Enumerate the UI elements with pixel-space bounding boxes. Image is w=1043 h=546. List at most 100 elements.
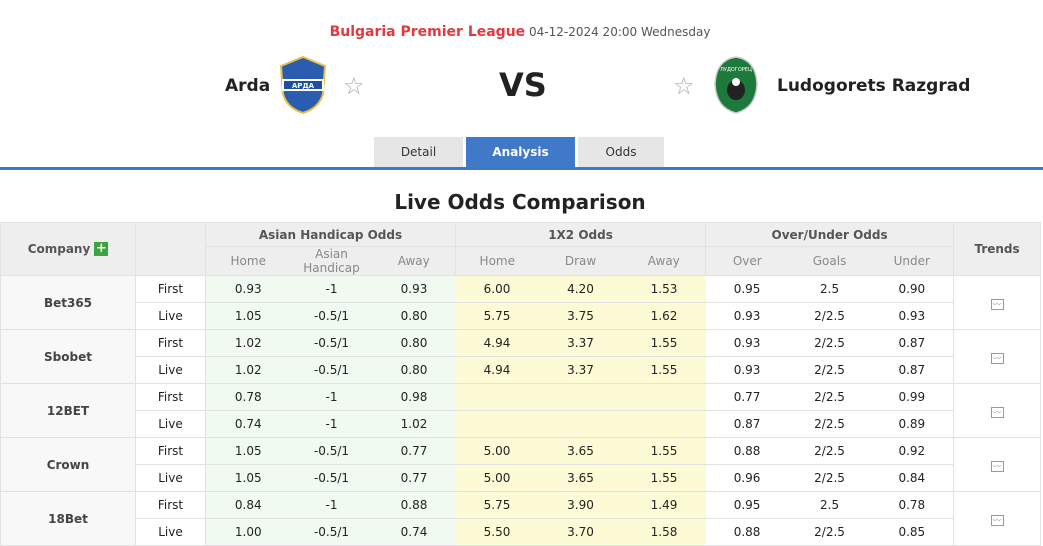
odds-cell: 3.65 bbox=[538, 437, 623, 465]
home-favorite-star-icon[interactable]: ☆ bbox=[343, 72, 365, 100]
odds-cell: 4.94 bbox=[455, 356, 539, 384]
section-title: Live Odds Comparison bbox=[394, 190, 646, 214]
odds-cell: 0.93 bbox=[705, 356, 789, 384]
trend-chart-icon[interactable]: 〰 bbox=[990, 406, 1004, 418]
odds-cell: 5.00 bbox=[455, 437, 539, 465]
match-info: Bulgaria Premier League 04-12-2024 20:00… bbox=[0, 24, 1040, 40]
odds-cell: 3.37 bbox=[538, 356, 623, 384]
svg-text:АРДА: АРДА bbox=[292, 82, 315, 90]
odds-cell: 0.78 bbox=[205, 383, 291, 411]
odds-type: First bbox=[135, 437, 206, 465]
odds-cell bbox=[538, 383, 623, 411]
subheader-away: Away bbox=[372, 246, 457, 276]
odds-cell: 3.37 bbox=[538, 329, 623, 357]
odds-cell: 0.80 bbox=[372, 302, 456, 330]
odds-cell bbox=[538, 410, 623, 438]
x12-header: 1X2 Odds bbox=[455, 222, 707, 247]
subheader-asian-handicap: Asian Handicap bbox=[290, 246, 373, 276]
tab-detail[interactable]: Detail bbox=[374, 137, 463, 167]
away-team-logo: ЛУДОГОРЕЦ bbox=[714, 56, 758, 114]
odds-cell: 1.05 bbox=[205, 464, 291, 492]
odds-cell: 0.74 bbox=[205, 410, 291, 438]
ah-header: Asian Handicap Odds bbox=[204, 222, 457, 247]
odds-type: Live bbox=[135, 302, 206, 330]
odds-cell: 0.85 bbox=[870, 518, 954, 546]
odds-type: First bbox=[135, 383, 206, 411]
company-name[interactable]: 18Bet bbox=[0, 491, 136, 546]
odds-cell: 0.93 bbox=[870, 302, 954, 330]
odds-cell: 1.55 bbox=[622, 356, 706, 384]
svg-text:ЛУДОГОРЕЦ: ЛУДОГОРЕЦ bbox=[720, 67, 752, 73]
match-datetime: 04-12-2024 20:00 Wednesday bbox=[529, 25, 711, 39]
subheader-goals: Goals bbox=[788, 246, 871, 276]
odds-cell: 2/2.5 bbox=[788, 356, 871, 384]
odds-cell: 1.49 bbox=[622, 491, 706, 519]
odds-cell: 2/2.5 bbox=[788, 383, 871, 411]
odds-cell: 1.55 bbox=[622, 437, 706, 465]
odds-cell: 3.75 bbox=[538, 302, 623, 330]
odds-type: First bbox=[135, 491, 206, 519]
odds-row: Crown First 1.05 -0.5/1 0.77 5.00 3.65 1.55 0.88… bbox=[0, 437, 1042, 492]
tab-underline bbox=[0, 167, 1043, 170]
type-header bbox=[135, 222, 206, 276]
company-name[interactable]: 12BET bbox=[0, 383, 136, 438]
odds-cell: 3.70 bbox=[538, 518, 623, 546]
trends-cell: 〰 bbox=[953, 383, 1042, 438]
away-favorite-star-icon[interactable]: ☆ bbox=[673, 72, 695, 100]
subheader-home: Home bbox=[205, 246, 291, 276]
trends-cell: 〰 bbox=[953, 437, 1042, 492]
odds-cell: 0.93 bbox=[705, 302, 789, 330]
odds-cell: 1.62 bbox=[622, 302, 706, 330]
odds-cell: 0.87 bbox=[870, 329, 954, 357]
home-team-name[interactable]: Arda bbox=[225, 76, 271, 96]
odds-cell: -1 bbox=[290, 275, 373, 303]
odds-row: Live 0.74 -1 1.02 0.87 2/2.5 0.89 bbox=[1, 410, 1041, 438]
subheader-over: Over bbox=[705, 246, 789, 276]
company-name[interactable]: Sbobet bbox=[0, 329, 136, 384]
company-name[interactable]: Bet365 bbox=[0, 275, 136, 330]
odds-cell: 0.93 bbox=[372, 275, 456, 303]
odds-cell: 2/2.5 bbox=[788, 329, 871, 357]
tab-analysis[interactable]: Analysis bbox=[466, 137, 575, 167]
odds-cell: 5.50 bbox=[455, 518, 539, 546]
odds-row: Live 1.00 -0.5/1 0.74 5.50 3.70 1.58 0.88 2/2.5 0… bbox=[1, 518, 1041, 546]
odds-cell bbox=[622, 383, 706, 411]
odds-cell: 0.87 bbox=[870, 356, 954, 384]
odds-cell: 1.55 bbox=[622, 464, 706, 492]
odds-cell: 2/2.5 bbox=[788, 437, 871, 465]
odds-type: First bbox=[135, 329, 206, 357]
odds-cell: 0.80 bbox=[372, 356, 456, 384]
company-name[interactable]: Crown bbox=[0, 437, 136, 492]
trend-chart-icon[interactable]: 〰 bbox=[990, 352, 1004, 364]
trend-chart-icon[interactable]: 〰 bbox=[990, 460, 1004, 472]
odds-cell: -0.5/1 bbox=[290, 329, 373, 357]
add-company-icon[interactable]: + bbox=[94, 241, 109, 257]
odds-row: Sbobet First 1.02 -0.5/1 0.80 4.94 3.37 1.55 0.9… bbox=[0, 329, 1042, 384]
odds-cell bbox=[622, 410, 706, 438]
league-name[interactable]: Bulgaria Premier League bbox=[329, 24, 526, 40]
odds-cell: 5.75 bbox=[455, 302, 539, 330]
odds-cell: 1.55 bbox=[622, 329, 706, 357]
vs-label: VS bbox=[499, 66, 547, 104]
odds-cell: 4.20 bbox=[538, 275, 623, 303]
odds-row: Live 1.05 -0.5/1 0.80 5.75 3.75 1.62 0.93 2/2.5 0… bbox=[1, 302, 1041, 330]
odds-cell: 0.87 bbox=[705, 410, 789, 438]
odds-cell: 0.84 bbox=[870, 464, 954, 492]
odds-cell: 0.98 bbox=[372, 383, 456, 411]
trend-chart-icon[interactable]: 〰 bbox=[990, 514, 1004, 526]
odds-cell: 5.00 bbox=[455, 464, 539, 492]
tab-bar: Detail Analysis Odds bbox=[374, 137, 664, 167]
away-team-name[interactable]: Ludogorets Razgrad bbox=[777, 76, 971, 96]
odds-cell: 0.77 bbox=[372, 437, 456, 465]
odds-cell: 6.00 bbox=[455, 275, 539, 303]
odds-row: 18Bet First 0.84 -1 0.88 5.75 3.90 1.49 0.95 2.5 0… bbox=[0, 491, 1042, 546]
odds-cell: 1.00 bbox=[205, 518, 291, 546]
odds-row: Live 1.05 -0.5/1 0.77 5.00 3.65 1.55 0.96 2/2.5 0… bbox=[1, 464, 1041, 492]
tab-odds[interactable]: Odds bbox=[578, 137, 664, 167]
odds-cell: 0.78 bbox=[870, 491, 954, 519]
trend-chart-icon[interactable]: 〰 bbox=[990, 298, 1004, 310]
odds-cell: 0.99 bbox=[870, 383, 954, 411]
odds-cell: 0.95 bbox=[705, 275, 789, 303]
subheader-draw: Draw bbox=[538, 246, 623, 276]
subheader-under: Under bbox=[870, 246, 955, 276]
